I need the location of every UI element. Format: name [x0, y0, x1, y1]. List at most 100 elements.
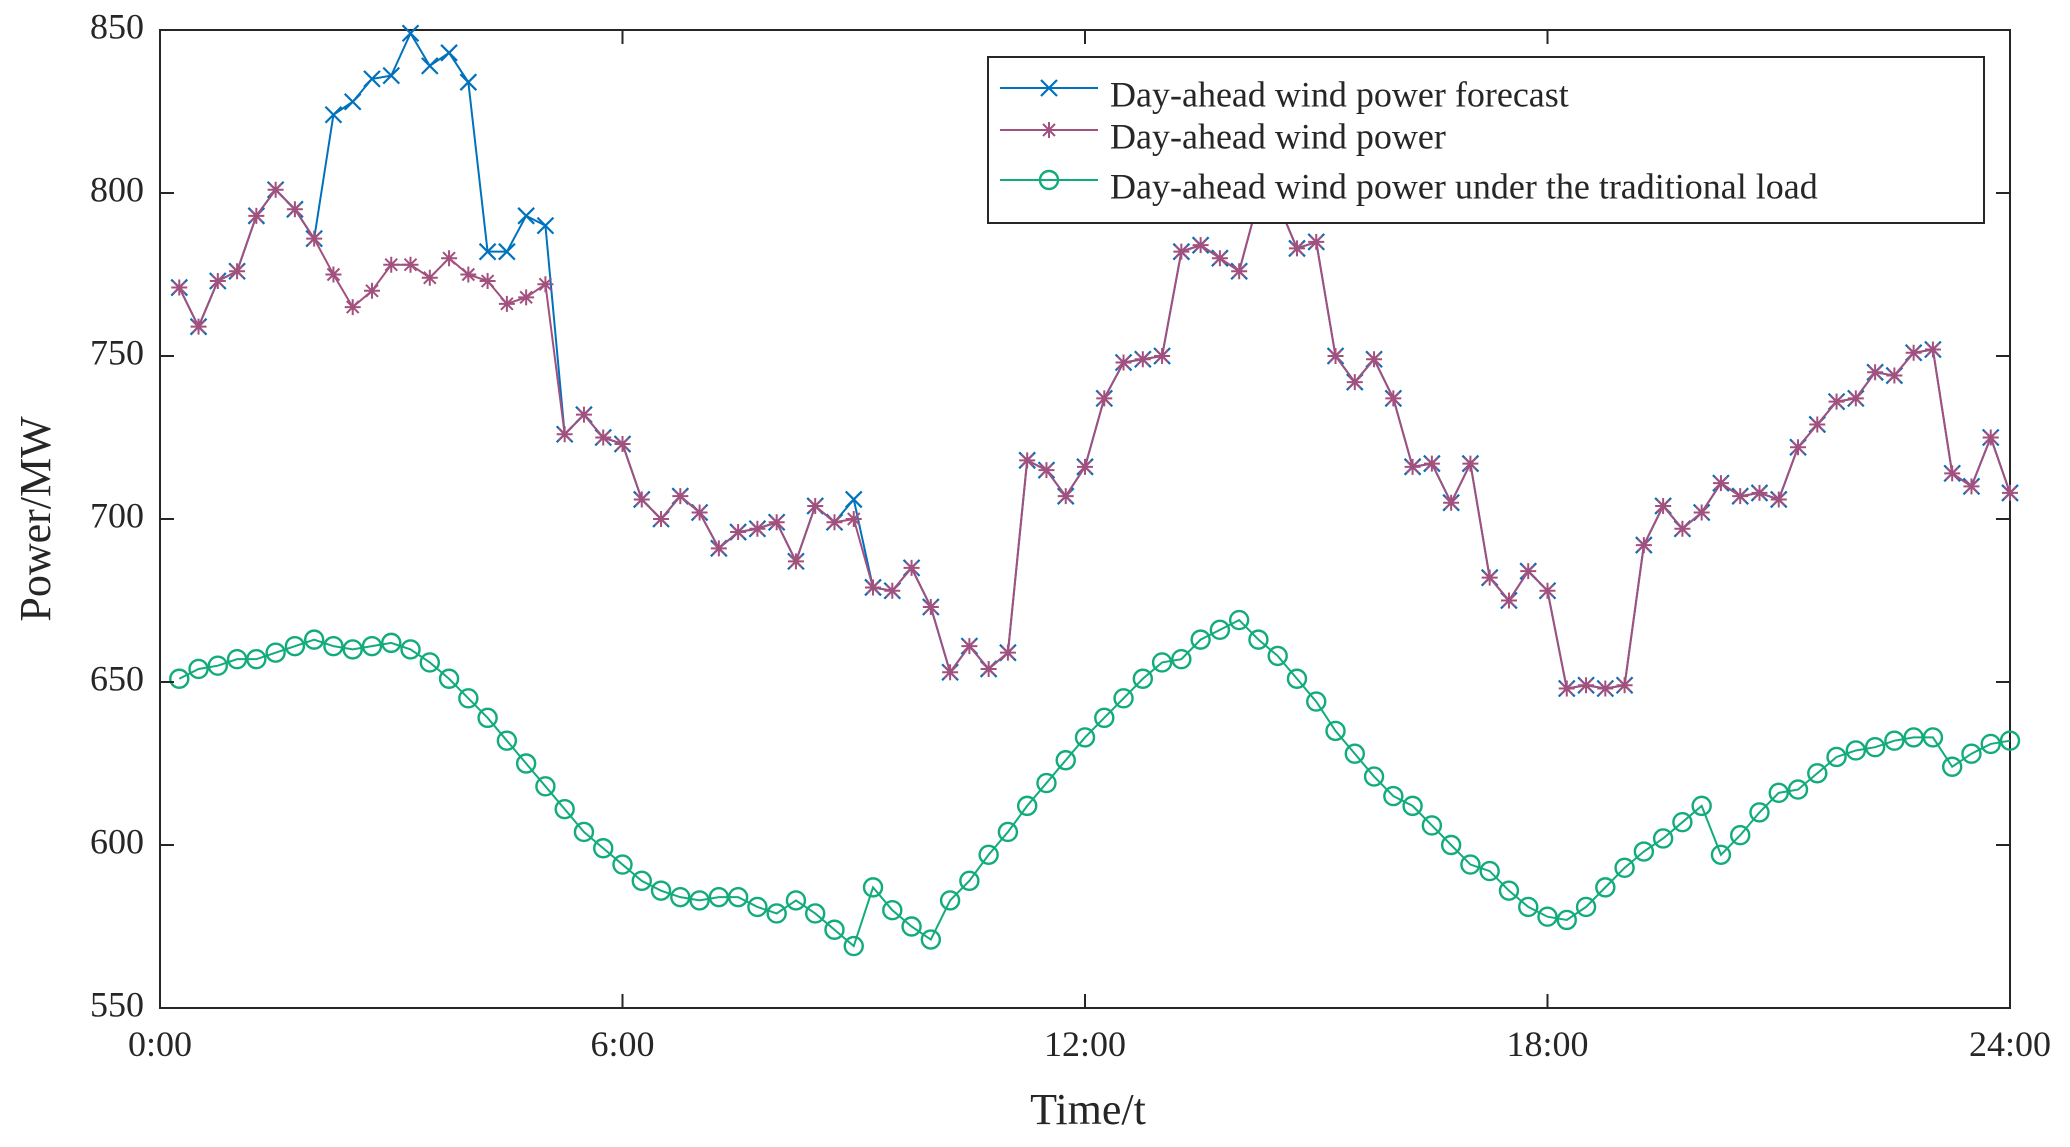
- data-point-traditional-load: [1171, 648, 1192, 670]
- data-point-traditional-load: [400, 639, 421, 660]
- data-point-traditional-load: [438, 668, 460, 689]
- data-point-wind-power: [498, 295, 515, 312]
- data-point-traditional-load: [920, 929, 942, 950]
- data-point-traditional-load: [1595, 877, 1616, 898]
- data-point-traditional-load: [554, 798, 575, 820]
- data-point-wind-power: [730, 524, 747, 541]
- data-point-wind-power: [460, 266, 477, 283]
- data-point-wind-power: [595, 429, 612, 446]
- data-point-traditional-load: [381, 632, 402, 654]
- data-point-wind-power: [1385, 390, 1402, 407]
- data-point-wind-power: [1288, 240, 1305, 257]
- data-point-traditional-load: [1286, 668, 1308, 689]
- series-layer: [169, 24, 2021, 957]
- data-point-forecast: [324, 105, 343, 124]
- data-point-wind-power: [1423, 455, 1440, 472]
- data-point-wind-power: [1327, 348, 1344, 364]
- data-point-traditional-load: [631, 870, 652, 892]
- data-point-wind-power: [441, 250, 458, 267]
- data-point-wind-power: [1578, 677, 1595, 694]
- data-point-wind-power: [614, 436, 631, 453]
- x-tick-label: 6:00: [590, 1024, 654, 1064]
- data-point-traditional-load: [1440, 834, 1462, 856]
- data-point-traditional-load: [1884, 730, 1905, 751]
- data-point-traditional-load: [246, 648, 267, 670]
- data-point-traditional-load: [1248, 629, 1269, 650]
- data-point-wind-power: [1693, 504, 1710, 521]
- data-point-traditional-load: [1228, 609, 1250, 631]
- data-point-wind-power: [1712, 475, 1729, 492]
- data-point-traditional-load: [1710, 844, 1732, 865]
- data-point-wind-power: [1173, 243, 1190, 260]
- data-point-traditional-load: [1922, 727, 1944, 748]
- data-point-wind-power: [518, 289, 535, 306]
- data-point-wind-power: [691, 504, 708, 521]
- data-point-traditional-load: [997, 821, 1019, 843]
- data-point-traditional-load: [1016, 795, 1038, 817]
- data-point-wind-power: [229, 263, 246, 280]
- data-point-traditional-load: [593, 838, 614, 859]
- data-point-wind-power: [1655, 497, 1672, 514]
- data-point-traditional-load: [785, 890, 807, 911]
- data-point-traditional-load: [708, 886, 730, 908]
- series-traditional-load: [169, 609, 2021, 957]
- data-point-traditional-load: [303, 629, 325, 650]
- data-point-traditional-load: [1055, 750, 1076, 771]
- data-point-wind-power: [942, 664, 959, 681]
- series-wind-power: [171, 181, 2018, 697]
- data-point-wind-power: [1635, 537, 1652, 554]
- data-point-wind-power: [1828, 393, 1845, 410]
- data-point-traditional-load: [496, 730, 518, 751]
- data-point-wind-power: [1905, 344, 1922, 361]
- y-axis-label: Power/MW: [11, 416, 60, 622]
- data-point-traditional-load: [1999, 730, 2021, 751]
- data-point-traditional-load: [1961, 743, 1982, 764]
- data-point-wind-power: [633, 491, 650, 508]
- data-point-traditional-load: [169, 668, 190, 689]
- data-point-traditional-load: [419, 652, 440, 673]
- data-point-wind-power: [286, 201, 303, 218]
- data-point-wind-power: [653, 511, 670, 527]
- data-point-wind-power: [556, 426, 573, 443]
- data-point-traditional-load: [188, 658, 209, 680]
- data-point-traditional-load: [1363, 766, 1385, 787]
- data-point-forecast: [844, 490, 863, 509]
- data-point-traditional-load: [1498, 880, 1520, 901]
- data-point-forecast: [478, 242, 497, 261]
- data-point-traditional-load: [824, 919, 845, 940]
- data-point-traditional-load: [342, 639, 363, 660]
- data-point-forecast: [363, 70, 381, 88]
- data-point-wind-power: [1558, 680, 1575, 697]
- data-point-forecast: [459, 73, 478, 91]
- data-point-wind-power: [190, 318, 207, 335]
- data-point-traditional-load: [670, 886, 691, 908]
- data-point-wind-power: [1308, 233, 1325, 250]
- data-point-traditional-load: [1575, 896, 1597, 918]
- data-point-traditional-load: [284, 635, 306, 657]
- data-point-traditional-load: [901, 916, 922, 937]
- data-point-wind-power: [209, 273, 226, 290]
- data-point-traditional-load: [1903, 727, 1924, 748]
- data-point-wind-power: [749, 520, 766, 537]
- data-point-traditional-load: [1614, 857, 1635, 879]
- data-point-wind-power: [903, 559, 920, 576]
- data-point-wind-power: [248, 207, 265, 224]
- data-point-traditional-load: [1749, 802, 1770, 823]
- data-point-wind-power: [922, 599, 939, 616]
- data-point-traditional-load: [1344, 743, 1365, 764]
- data-point-wind-power: [1770, 491, 1787, 508]
- data-point-wind-power: [1481, 569, 1498, 586]
- data-point-wind-power: [1346, 374, 1363, 391]
- data-point-traditional-load: [1787, 779, 1809, 800]
- data-point-forecast: [517, 207, 535, 225]
- y-tick-label: 750: [90, 332, 144, 372]
- data-point-wind-power: [306, 230, 323, 247]
- data-point-traditional-load: [1980, 733, 2001, 755]
- data-point-traditional-load: [1460, 854, 1481, 875]
- data-point-wind-power: [1886, 367, 1903, 384]
- data-point-wind-power: [2002, 484, 2018, 501]
- data-point-traditional-load: [1518, 896, 1539, 918]
- data-point-wind-power: [1038, 462, 1055, 479]
- data-point-wind-power: [1539, 582, 1556, 599]
